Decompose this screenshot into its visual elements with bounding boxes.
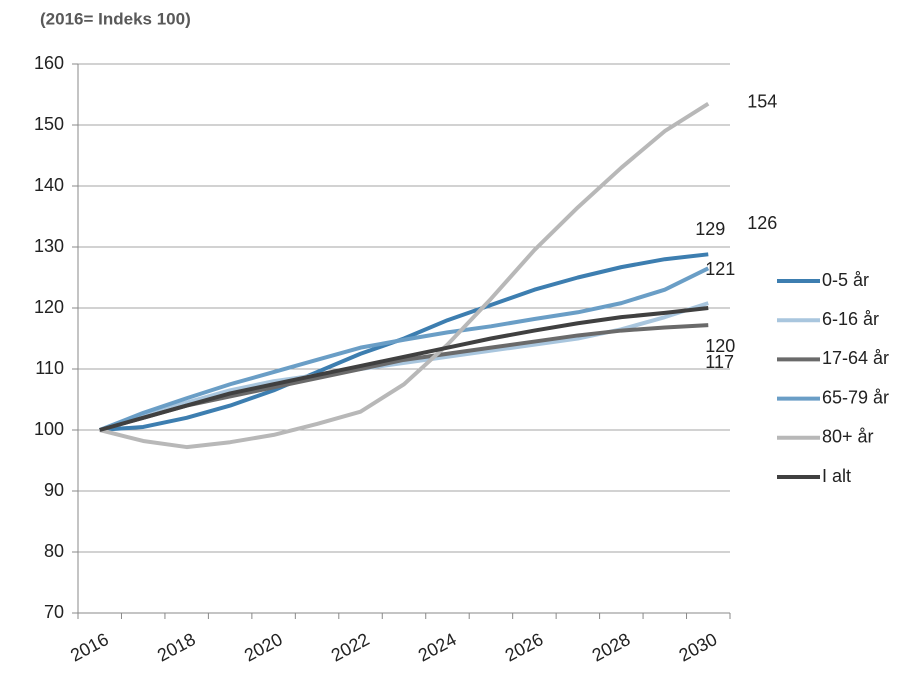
x-tick-label: 2020 bbox=[241, 629, 286, 665]
y-tick-label: 140 bbox=[34, 175, 64, 195]
value-label: 121 bbox=[705, 259, 735, 279]
x-tick-label: 2030 bbox=[676, 629, 721, 665]
x-tick-label: 2016 bbox=[67, 629, 112, 665]
x-tick-label: 2028 bbox=[589, 629, 634, 665]
y-tick-label: 100 bbox=[34, 419, 64, 439]
value-label: 129 bbox=[695, 219, 725, 239]
legend-label: 80+ år bbox=[822, 427, 874, 447]
legend-label: 6-16 år bbox=[822, 309, 879, 329]
x-tick-label: 2026 bbox=[502, 629, 547, 665]
x-tick-label: 2024 bbox=[415, 629, 460, 665]
value-label: 154 bbox=[747, 91, 777, 111]
value-label: 117 bbox=[705, 352, 734, 372]
chart-title: (2016= Indeks 100) bbox=[40, 9, 191, 28]
legend-label: 17-64 år bbox=[822, 348, 889, 368]
y-tick-label: 160 bbox=[34, 53, 64, 73]
legend-label: I alt bbox=[822, 466, 851, 486]
y-tick-label: 80 bbox=[44, 541, 64, 561]
y-tick-label: 90 bbox=[44, 480, 64, 500]
series-line bbox=[99, 101, 710, 450]
series-line bbox=[99, 266, 710, 432]
y-tick-label: 110 bbox=[35, 358, 64, 378]
y-tick-label: 70 bbox=[44, 602, 64, 622]
x-tick-label: 2022 bbox=[328, 629, 373, 665]
series-line bbox=[99, 306, 709, 432]
series-line bbox=[99, 301, 709, 432]
x-tick-label: 2018 bbox=[154, 629, 199, 665]
value-label: 120 bbox=[705, 336, 735, 356]
legend-label: 0-5 år bbox=[822, 270, 869, 290]
y-tick-label: 120 bbox=[34, 297, 64, 317]
value-label: 126 bbox=[747, 213, 777, 233]
y-tick-label: 150 bbox=[34, 114, 64, 134]
legend-label: 65-79 år bbox=[822, 387, 889, 407]
y-tick-label: 130 bbox=[34, 236, 64, 256]
